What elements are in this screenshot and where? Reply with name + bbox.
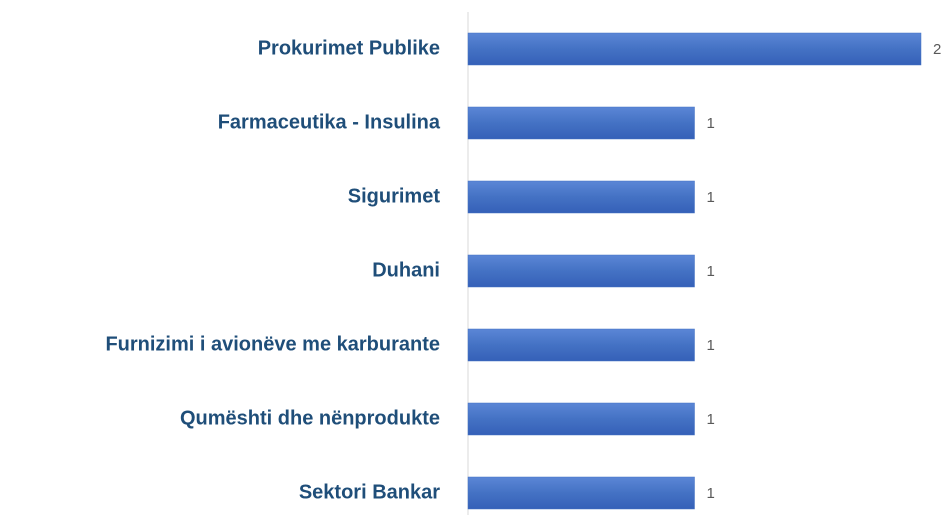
data-label: 1 <box>707 337 715 354</box>
bar <box>467 180 695 214</box>
bar <box>467 32 922 66</box>
category-label: Farmaceutika - Insulina <box>218 111 441 133</box>
category-label: Furnizimi i avionëve me karburante <box>105 333 440 355</box>
data-label: 1 <box>707 115 715 132</box>
category-label: Sigurimet <box>348 185 441 207</box>
bar <box>467 402 695 436</box>
data-label: 1 <box>707 263 715 280</box>
category-label: Qumështi dhe nënprodukte <box>180 407 440 429</box>
category-label: Duhani <box>372 259 440 281</box>
data-label: 1 <box>707 485 715 502</box>
bar <box>467 106 695 140</box>
bar <box>467 254 695 288</box>
bar <box>467 328 695 362</box>
category-label: Prokurimet Publike <box>258 37 440 59</box>
data-label: 1 <box>707 411 715 428</box>
category-label: Sektori Bankar <box>299 481 440 503</box>
data-label: 2 <box>933 41 941 58</box>
bar <box>467 476 695 510</box>
data-label: 1 <box>707 189 715 206</box>
